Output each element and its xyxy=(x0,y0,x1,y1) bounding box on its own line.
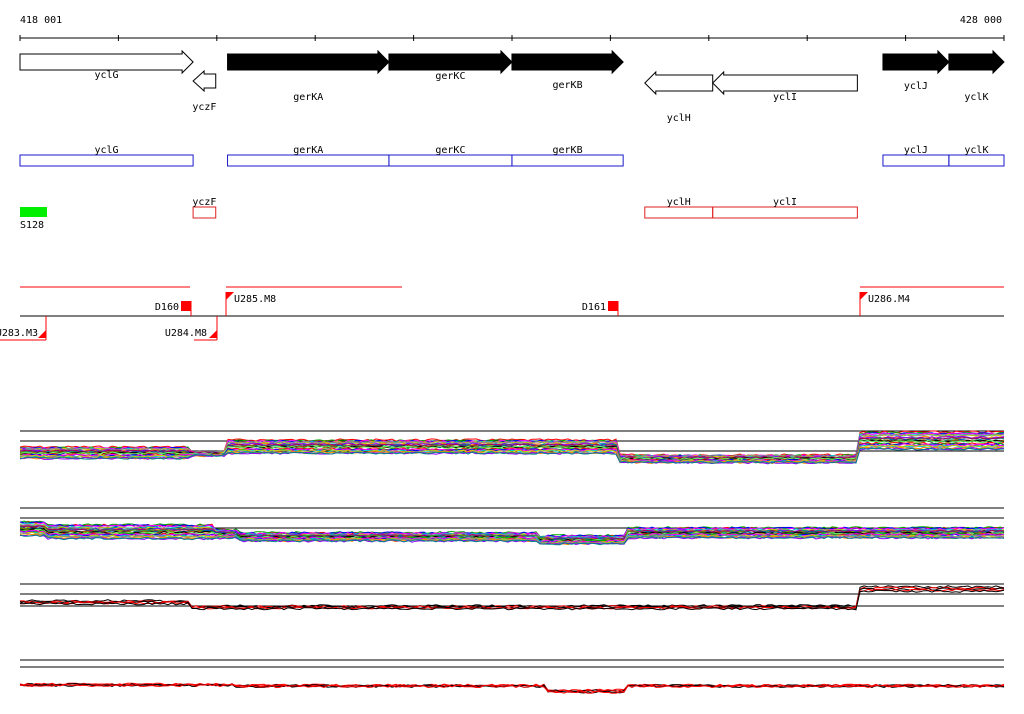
blue-gene-track: yclG gerKA gerKC gerKB yclJ yclK xyxy=(19,145,1005,167)
ruler-ticks xyxy=(19,35,1005,41)
expression-trace xyxy=(19,439,1005,461)
expression-panel-3 xyxy=(19,583,1005,611)
feature-box-label-gerkc: gerKC xyxy=(435,145,465,156)
gene-arrow-yclh xyxy=(644,70,714,96)
d161-label: D161 xyxy=(582,302,606,313)
gene-label-gerkb: gerKB xyxy=(552,80,582,91)
panel-4-traces xyxy=(19,682,1005,694)
expression-trace xyxy=(19,585,1005,608)
s128-feature-label: S128 xyxy=(20,220,44,231)
expression-trace xyxy=(19,447,1005,464)
gene-arrow-yczf xyxy=(192,69,217,93)
feature-box-gerka xyxy=(227,154,390,167)
gene-label-gerka: gerKA xyxy=(293,92,323,103)
feature-box-label-yclg: yclG xyxy=(95,145,119,156)
gene-arrow-gerka xyxy=(227,49,390,75)
red-gene-track: yczF yclH yclI xyxy=(192,197,858,219)
feature-box-yclh xyxy=(644,206,714,219)
transcription-track: D160 U285.M8 D161 U286.M4 U283.M3 U284.M… xyxy=(0,286,1004,341)
feature-box-gerkb xyxy=(511,154,624,167)
gene-label-yclh: yclH xyxy=(667,113,691,124)
expression-panel-2 xyxy=(19,507,1005,546)
u286-label: U286.M4 xyxy=(868,294,910,305)
expression-trace xyxy=(19,683,1005,694)
u285-promoter-flag xyxy=(226,292,234,300)
gene-arrow-yclk xyxy=(948,49,1005,75)
gene-arrow-yclj xyxy=(882,49,950,75)
u285-label: U285.M8 xyxy=(234,294,276,305)
panel-1-traces xyxy=(19,430,1005,465)
feature-box-yczf xyxy=(192,206,217,219)
expression-trace xyxy=(19,589,1005,611)
panel-2-traces xyxy=(19,520,1005,546)
u283-label: U283.M3 xyxy=(0,328,38,339)
s128-feature-box xyxy=(20,207,47,217)
feature-box-label-ycli: yclI xyxy=(773,197,797,208)
u286-promoter-flag xyxy=(860,292,868,300)
feature-box-label-gerka: gerKA xyxy=(293,145,323,156)
gene-label-yclg: yclG xyxy=(95,70,119,81)
panel-3-traces xyxy=(19,585,1005,611)
d160-terminator-mark xyxy=(181,301,191,311)
gene-label-yclk: yclK xyxy=(964,92,988,103)
gene-label-yclj: yclJ xyxy=(904,81,928,92)
feature-box-label-gerkb: gerKB xyxy=(552,145,582,156)
gene-arrow-gerkc xyxy=(388,49,513,75)
feature-box-gerkc xyxy=(388,154,513,167)
u284-label: U284.M8 xyxy=(165,328,207,339)
u283-promoter-flag xyxy=(38,330,46,338)
feature-box-yclk xyxy=(948,154,1005,167)
feature-box-label-yclh: yclH xyxy=(667,197,691,208)
expression-panel-4 xyxy=(19,659,1005,694)
expression-trace xyxy=(19,530,1005,543)
gene-arrow-gerkb xyxy=(511,49,624,75)
expression-trace xyxy=(19,430,1005,457)
gene-label-gerkc: gerKC xyxy=(435,71,465,82)
feature-box-yclj xyxy=(882,154,950,167)
gene-arrow-yclg xyxy=(19,49,194,75)
feature-box-label-yclk: yclK xyxy=(964,145,988,156)
feature-box-yclg xyxy=(19,154,194,167)
feature-box-label-yczf: yczF xyxy=(192,197,216,208)
feature-box-ycli xyxy=(712,206,858,219)
ruler-start-label: 418 001 xyxy=(20,15,62,26)
gene-label-yczf: yczF xyxy=(192,102,216,113)
expression-trace xyxy=(19,528,1005,542)
d161-terminator-mark xyxy=(608,301,618,311)
expression-trace xyxy=(19,433,1005,459)
ruler-end-label: 428 000 xyxy=(960,15,1002,26)
gene-arrow-ycli xyxy=(711,70,858,96)
feature-box-label-yclj: yclJ xyxy=(904,145,928,156)
gene-arrow-track: yclG yczF gerKA gerKC gerKB yclH yclI yclJ yclK xyxy=(19,49,1005,124)
d160-label: D160 xyxy=(155,302,179,313)
u284-promoter-flag xyxy=(209,330,217,338)
expression-trace xyxy=(19,522,1005,539)
expression-panel-1 xyxy=(19,430,1005,465)
gene-label-ycli: yclI xyxy=(773,92,797,103)
expression-trace xyxy=(19,534,1005,546)
